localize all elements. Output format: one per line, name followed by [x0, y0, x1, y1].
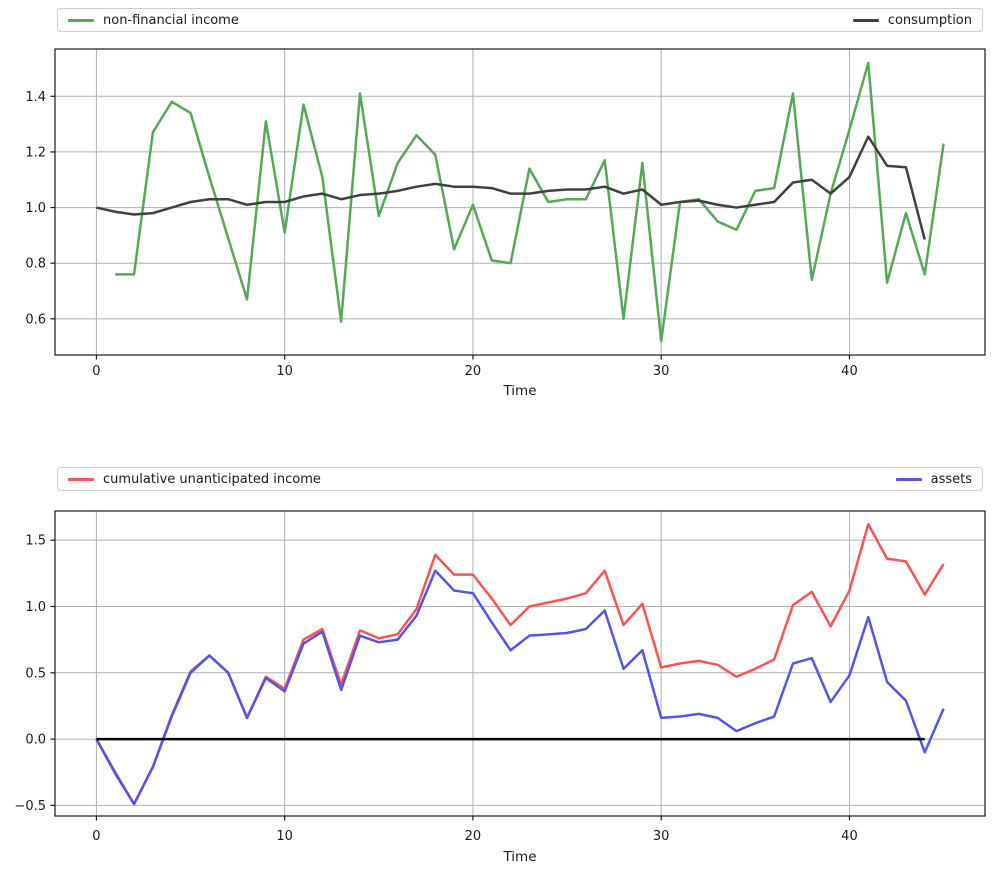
- y-tick-label: 0.5: [25, 666, 46, 681]
- y-tick-label: 1.4: [25, 90, 46, 105]
- x-tick-label: 0: [92, 829, 100, 844]
- legend-item-consumption: consumption: [852, 12, 972, 28]
- chart-bottom: 0 10 20 30 40 −0.5 0.0 0.5 1.0 1.5 Time: [14, 510, 986, 865]
- x-tick-label: 40: [841, 829, 858, 844]
- x-tick-label: 10: [276, 364, 293, 379]
- y-tick-label: −0.5: [14, 799, 46, 814]
- assets-line: [95, 569, 945, 806]
- consumption-line-swatch: [852, 18, 879, 22]
- bottom-chart-legend: cumulative unanticipated income assets: [57, 467, 983, 491]
- x-tick-label: 20: [465, 364, 482, 379]
- legend-item-non-financial-income: non-financial income: [68, 13, 239, 28]
- cumulative-unanticipated-income-line: [95, 523, 945, 806]
- y-tick-label: 0.0: [25, 733, 46, 748]
- cumulative-unanticipated-income-legend-label: cumulative unanticipated income: [103, 471, 321, 487]
- x-tick-label: 40: [841, 364, 858, 379]
- y-tick-label: 0.6: [25, 312, 46, 327]
- y-tick-label: 1.2: [25, 145, 46, 160]
- assets-legend-label: assets: [930, 471, 972, 487]
- plot-border: [54, 48, 986, 356]
- legend-item-assets: assets: [895, 471, 972, 487]
- top-chart-legend: non-financial income consumption: [57, 8, 983, 32]
- x-tick-label: 30: [653, 364, 670, 379]
- non-financial-income-line-swatch: [68, 18, 94, 22]
- legend-item-cumulative-unanticipated-income: cumulative unanticipated income: [68, 472, 321, 487]
- x-tick-label: 20: [465, 829, 482, 844]
- non-financial-income-legend-label: non-financial income: [103, 12, 239, 28]
- plot-border: [54, 510, 986, 817]
- y-tick-label: 1.0: [25, 201, 46, 216]
- x-tick-label: 10: [276, 829, 293, 844]
- x-axis-label: Time: [502, 849, 536, 865]
- x-tick-label: 0: [92, 364, 100, 379]
- consumption-legend-label: consumption: [887, 12, 972, 28]
- x-tick-label: 30: [653, 829, 670, 844]
- y-tick-label: 0.8: [25, 257, 46, 272]
- consumption-line: [96, 135, 926, 240]
- y-tick-label: 1.5: [25, 534, 46, 549]
- x-axis-label: Time: [502, 383, 536, 399]
- chart-top: 0 10 20 30 40 0.6 0.8 1.0 1.2 1.4 Time: [25, 48, 986, 399]
- non-financial-income-line: [115, 61, 945, 343]
- y-tick-label: 1.0: [25, 600, 46, 615]
- cumulative-unanticipated-income-line-swatch: [68, 477, 94, 481]
- assets-line-swatch: [895, 477, 922, 481]
